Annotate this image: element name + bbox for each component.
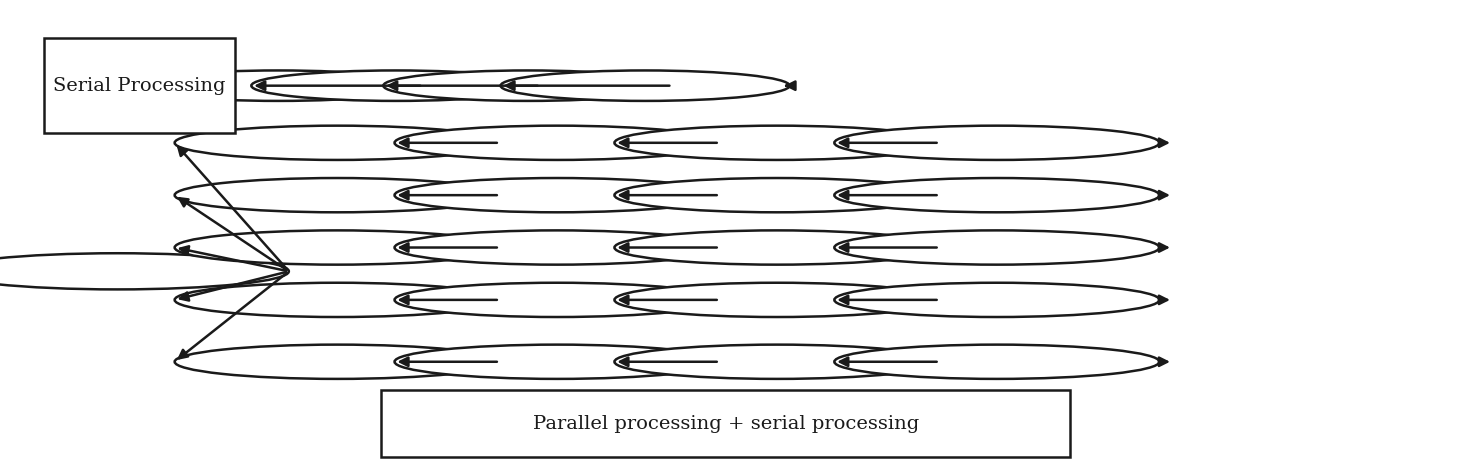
Ellipse shape xyxy=(394,283,720,317)
Ellipse shape xyxy=(614,230,940,265)
Ellipse shape xyxy=(174,126,500,160)
Ellipse shape xyxy=(834,230,1160,265)
Ellipse shape xyxy=(394,230,720,265)
Ellipse shape xyxy=(394,178,720,212)
Text: Serial Processing: Serial Processing xyxy=(53,77,226,95)
Ellipse shape xyxy=(394,126,720,160)
Ellipse shape xyxy=(834,283,1160,317)
FancyBboxPatch shape xyxy=(44,38,235,133)
FancyBboxPatch shape xyxy=(381,390,1070,457)
Ellipse shape xyxy=(174,283,500,317)
Ellipse shape xyxy=(614,178,940,212)
Ellipse shape xyxy=(614,345,940,379)
Ellipse shape xyxy=(834,126,1160,160)
Ellipse shape xyxy=(500,70,790,101)
Ellipse shape xyxy=(174,230,500,265)
Ellipse shape xyxy=(0,253,289,289)
Ellipse shape xyxy=(251,70,541,101)
Ellipse shape xyxy=(383,70,673,101)
Ellipse shape xyxy=(834,178,1160,212)
Ellipse shape xyxy=(174,345,500,379)
Ellipse shape xyxy=(394,345,720,379)
Ellipse shape xyxy=(834,345,1160,379)
Ellipse shape xyxy=(133,70,424,101)
Text: Parallel processing + serial processing: Parallel processing + serial processing xyxy=(532,415,919,433)
Ellipse shape xyxy=(614,126,940,160)
Ellipse shape xyxy=(614,283,940,317)
Ellipse shape xyxy=(174,178,500,212)
